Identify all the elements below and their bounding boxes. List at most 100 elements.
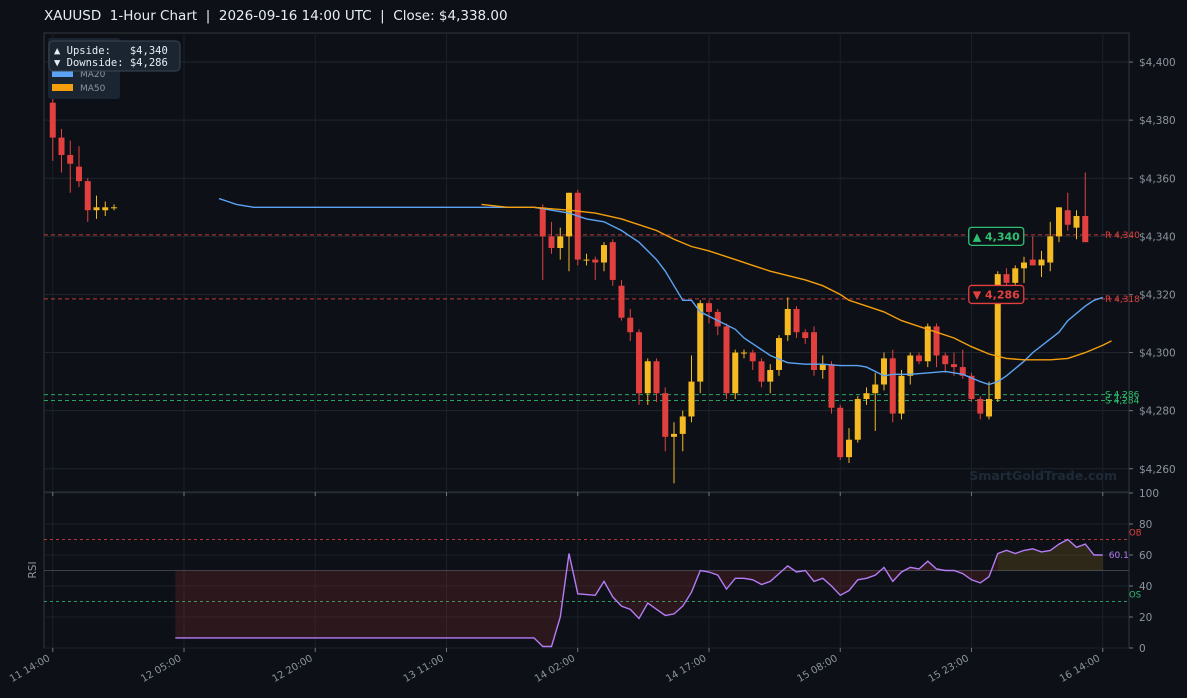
candle-body: [706, 303, 712, 312]
legend-label: MA20: [80, 70, 106, 80]
candle: [688, 355, 695, 423]
candle-body: [723, 326, 730, 394]
candle-body: [1082, 216, 1089, 243]
candle: [749, 349, 756, 370]
candle-body: [793, 308, 800, 333]
candle-body: [741, 352, 747, 354]
price-tick-label: $4,320: [1139, 289, 1176, 301]
candle-body: [548, 236, 555, 248]
candle-body: [968, 375, 975, 400]
candle-body: [1021, 262, 1027, 269]
candle-body: [653, 361, 660, 394]
candle-body: [49, 102, 56, 138]
candle: [863, 387, 870, 405]
rsi-fill: [175, 553, 998, 647]
x-tick-label: 11 14:00: [8, 653, 52, 685]
candle-body: [1047, 236, 1054, 263]
candle: [609, 239, 616, 286]
candle-body: [767, 369, 774, 382]
candle-body: [1073, 216, 1080, 228]
candle: [1021, 256, 1027, 283]
candle: [986, 381, 992, 420]
candle: [802, 329, 809, 344]
x-tick-label: 14 02:00: [533, 653, 577, 685]
candle-body: [67, 155, 74, 164]
candle-body: [959, 367, 966, 376]
price-tick-label: $4,300: [1139, 348, 1176, 360]
candle-body: [776, 338, 782, 370]
candle: [811, 326, 817, 376]
candle-body: [627, 317, 634, 333]
level-label: S 4,286: [1105, 391, 1140, 401]
price-tick-label: $4,280: [1139, 406, 1176, 418]
candle-body: [662, 393, 669, 437]
candle-body: [1056, 207, 1062, 237]
candle-body: [539, 207, 546, 237]
candle: [828, 361, 835, 414]
price-tick-label: $4,260: [1139, 464, 1176, 476]
candle-body: [697, 303, 704, 382]
candle-body: [828, 364, 835, 408]
candle: [566, 192, 572, 272]
candle-body: [881, 358, 887, 385]
candle: [898, 369, 905, 420]
rsi-tick-label: 0: [1139, 643, 1146, 655]
candle-body: [566, 192, 572, 237]
candle-body: [732, 352, 739, 394]
rsi-fill: [997, 539, 1103, 571]
info-box: ▲ Upside: $4,340 ▼ Downside: $4,286: [48, 40, 181, 72]
candle-body: [889, 358, 896, 414]
candle-body: [618, 285, 625, 318]
candle: [1056, 207, 1062, 243]
candle: [644, 358, 651, 405]
candle-body: [58, 137, 65, 156]
downside-text: ▼ Downside: $4,286: [54, 57, 168, 69]
info-box-background: [48, 40, 181, 72]
level-label: S 4,284: [1105, 396, 1140, 406]
candle-body: [102, 207, 109, 211]
candle: [819, 355, 826, 379]
candle-body: [872, 384, 879, 394]
candle: [758, 358, 765, 388]
candle-body: [671, 433, 677, 437]
candle: [732, 349, 739, 400]
candle: [1047, 221, 1054, 272]
ma50-line: [481, 203, 1112, 361]
chart-title: XAUUSD 1-Hour Chart | 2026-09-16 14:00 U…: [44, 8, 508, 24]
candle-body: [863, 393, 870, 400]
candle: [1073, 210, 1080, 240]
x-tick-label: 14 17:00: [664, 653, 708, 685]
candle: [671, 422, 677, 484]
price-tick-label: $4,380: [1139, 115, 1176, 127]
candle-body: [84, 181, 91, 211]
candle-body: [76, 166, 82, 182]
candle-body: [924, 326, 931, 362]
candle: [618, 279, 625, 321]
price-tick-label: $4,360: [1139, 173, 1176, 185]
candle: [58, 128, 65, 173]
candle-body: [592, 259, 599, 263]
candle-body: [749, 352, 756, 362]
candle: [767, 364, 774, 394]
candle: [942, 352, 949, 373]
candle: [723, 323, 730, 400]
x-tick-label: 16 14:00: [1058, 653, 1102, 685]
legend-swatch: [52, 70, 73, 77]
rsi-axis-label: RSI: [27, 561, 39, 578]
rsi-panel: 0 20 40 60 80 100 OB OS 60.1 RSI: [27, 488, 1159, 655]
candle-body: [1038, 259, 1045, 266]
legend-label: MA50: [80, 84, 106, 94]
candle: [653, 358, 660, 402]
legend-swatch: [52, 84, 73, 91]
rsi-tick-label: 20: [1139, 612, 1152, 624]
candle: [583, 253, 590, 266]
candle: [846, 428, 852, 463]
candle-body: [837, 407, 844, 458]
candle-body: [714, 311, 721, 327]
rsi-level-label: OS: [1129, 591, 1141, 601]
candle: [93, 195, 100, 219]
candle: [1029, 236, 1036, 266]
rsi-line: [175, 538, 1103, 648]
x-tick-label: 13 11:00: [402, 653, 446, 685]
x-tick-label: 15 23:00: [927, 653, 971, 685]
